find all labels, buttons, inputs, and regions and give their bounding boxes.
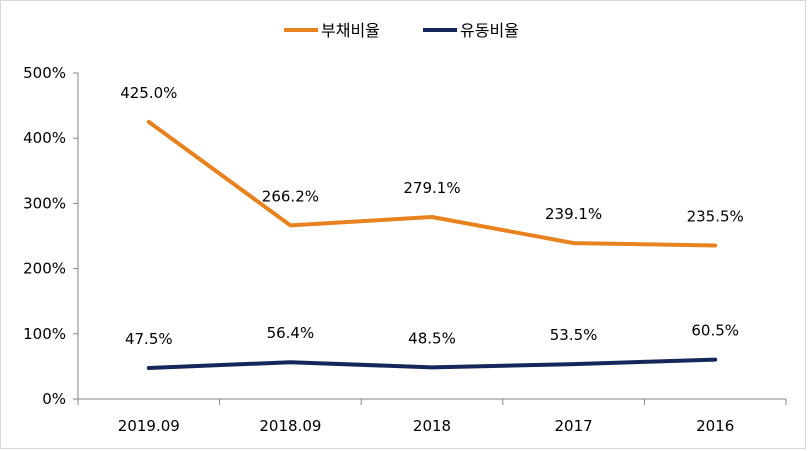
- data-label: 266.2%: [262, 187, 319, 205]
- legend-item-current-ratio: 유동비율: [423, 21, 519, 40]
- y-axis-ticks: 0% 100% 200% 300% 400% 500%: [23, 64, 78, 408]
- legend: 부채비율 유동비율: [284, 21, 519, 40]
- x-tick-label: 2018: [413, 417, 451, 435]
- y-tick-label: 500%: [23, 64, 66, 82]
- data-label: 53.5%: [550, 326, 598, 344]
- y-tick-label: 400%: [23, 129, 66, 147]
- data-label: 48.5%: [408, 329, 456, 347]
- x-tick-label: 2016: [696, 417, 734, 435]
- data-label: 235.5%: [687, 207, 744, 225]
- legend-label-debt-ratio: 부채비율: [321, 21, 380, 40]
- data-label: 425.0%: [120, 84, 177, 102]
- data-label: 60.5%: [691, 322, 739, 340]
- y-tick-label: 200%: [23, 260, 66, 278]
- data-label: 56.4%: [267, 324, 315, 342]
- y-tick-label: 0%: [42, 390, 66, 408]
- x-tick-label: 2018.09: [259, 417, 321, 435]
- data-label: 239.1%: [545, 205, 602, 223]
- y-tick-label: 100%: [23, 325, 66, 343]
- data-label: 279.1%: [403, 179, 460, 197]
- x-axis-ticks: 2019.09 2018.09 2018 2017 2016: [77, 399, 787, 435]
- x-tick-label: 2017: [555, 417, 593, 435]
- legend-item-debt-ratio: 부채비율: [284, 21, 380, 40]
- y-tick-label: 300%: [23, 194, 66, 212]
- legend-label-current-ratio: 유동비율: [460, 21, 519, 40]
- data-label: 47.5%: [125, 330, 173, 348]
- x-tick-label: 2019.09: [118, 417, 180, 435]
- axes: [77, 73, 786, 400]
- series-line-1: [146, 357, 718, 370]
- series-group: 425.0% 266.2% 279.1% 239.1% 235.5% 47.5% 56.4%…: [120, 84, 744, 370]
